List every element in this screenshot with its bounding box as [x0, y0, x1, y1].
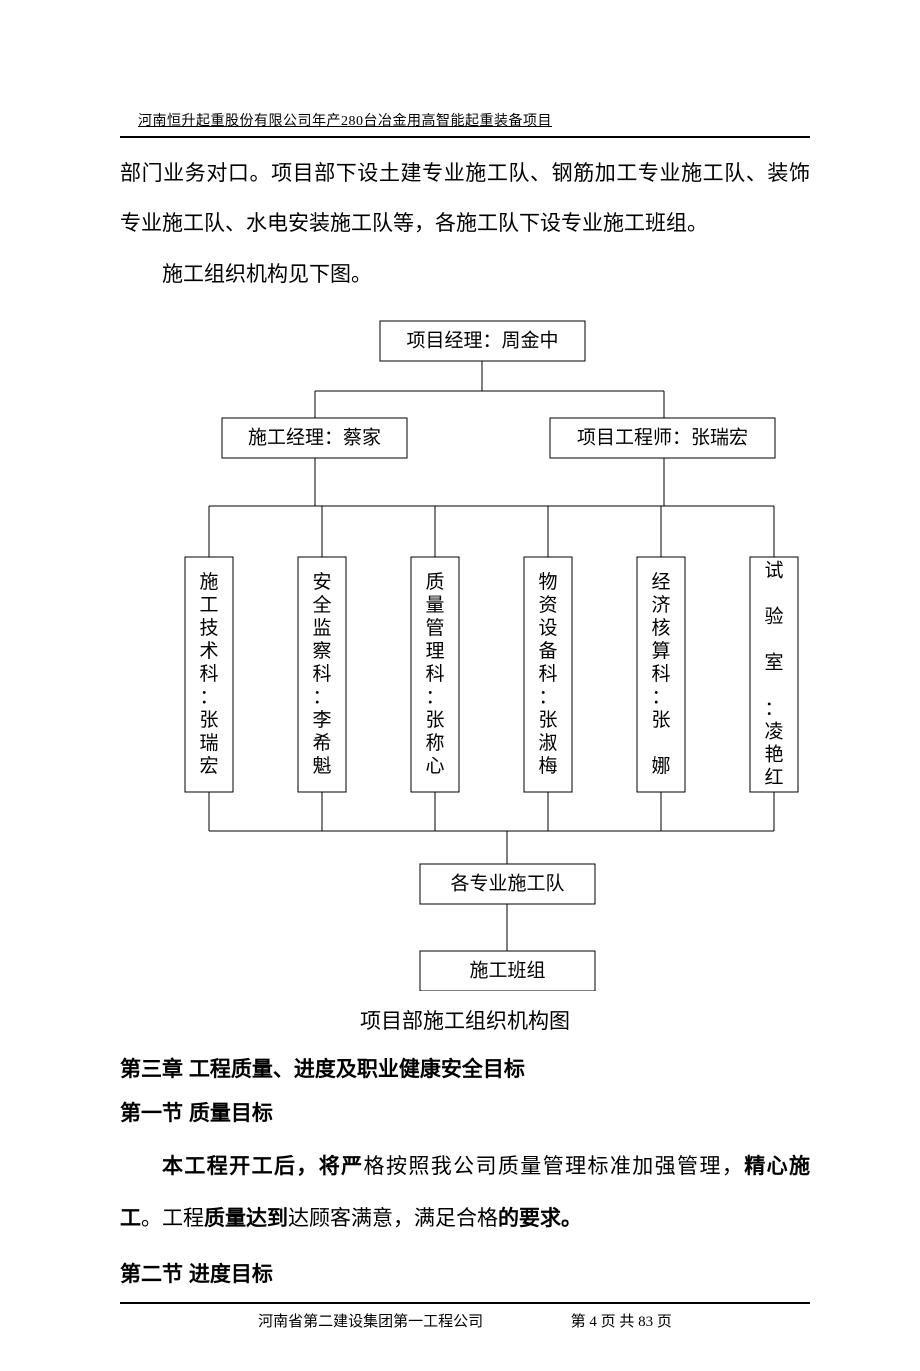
org-node-groups: 施工班组	[420, 951, 595, 991]
header-rule	[120, 136, 810, 138]
org-chart: 项目经理：周金中施工经理：蔡家 项目工程师：张瑞宏施工技术科：张瑞宏 安全监察科：李…	[120, 311, 820, 991]
footer-rule	[120, 1302, 810, 1304]
paragraph-1: 部门业务对口。项目部下设土建专业施工队、钢筋加工专业施工队、装饰专业施工队、水电…	[120, 148, 810, 249]
chart-caption: 项目部施工组织机构图	[120, 1005, 810, 1035]
goal-bold-c: 质量达到	[204, 1207, 288, 1230]
svg-text:项目工程师：张瑞宏: 项目工程师：张瑞宏	[577, 427, 748, 449]
goal-bold-d: 的要求。	[498, 1207, 582, 1230]
footer-company: 河南省第二建设集团第一工程公司	[258, 1314, 483, 1330]
paragraph-2: 施工组织机构见下图。	[120, 249, 810, 299]
document-page: 河南恒升起重股份有限公司年产280台冶金用高智能起重装备项目 部门业务对口。项目…	[0, 0, 920, 1371]
goal-light-c: 达顾客满意，满足合格	[288, 1206, 498, 1230]
org-node-dept5: 试 验 室 ：凌艳红	[750, 557, 798, 792]
chapter-3-heading: 第三章 工程质量、进度及职业健康安全目标	[120, 1053, 810, 1083]
goal-light-a: 格按照我公司质量管理标准加强管理，	[364, 1154, 745, 1178]
svg-text:各专业施工队: 各专业施工队	[450, 873, 564, 895]
org-node-teams: 各专业施工队	[420, 864, 595, 904]
org-node-dept2: 质量管理科：张称心	[411, 557, 459, 792]
org-node-dept3: 物资设备科：张淑梅	[524, 557, 572, 792]
section-2-heading: 第二节 进度目标	[120, 1258, 810, 1288]
org-node-root: 项目经理：周金中	[380, 321, 585, 361]
org-node-mgr_r: 项目工程师：张瑞宏	[550, 418, 775, 458]
quality-goal-paragraph: 本工程开工后，将严格按照我公司质量管理标准加强管理，精心施工。工程质量达到达顾客…	[120, 1141, 810, 1244]
org-node-mgr_l: 施工经理：蔡家	[222, 418, 407, 458]
section-1-heading: 第一节 质量目标	[120, 1097, 810, 1127]
org-node-dept0: 施工技术科：张瑞宏	[185, 557, 233, 792]
svg-text:项目经理：周金中: 项目经理：周金中	[406, 330, 558, 352]
svg-text:质量管理科：张称心: 质量管理科：张称心	[425, 571, 444, 777]
footer-page-number: 第 4 页 共 83 页	[571, 1314, 672, 1330]
org-node-dept4: 经济核算科：张 娜	[637, 557, 685, 792]
svg-text:安全监察科：李希魁: 安全监察科：李希魁	[312, 571, 331, 777]
svg-text:施工技术科：张瑞宏: 施工技术科：张瑞宏	[199, 571, 218, 777]
org-node-dept1: 安全监察科：李希魁	[298, 557, 346, 792]
page-footer: 河南省第二建设集团第一工程公司 第 4 页 共 83 页	[120, 1310, 810, 1331]
goal-bold-a: 本工程开工后，将严	[162, 1155, 364, 1178]
svg-text:施工经理：蔡家: 施工经理：蔡家	[248, 427, 381, 449]
svg-text:施工班组: 施工班组	[469, 960, 545, 982]
goal-light-b: 。工程	[141, 1206, 204, 1230]
svg-text:经济核算科：张 娜: 经济核算科：张 娜	[651, 571, 670, 777]
svg-text:物资设备科：张淑梅: 物资设备科：张淑梅	[538, 571, 557, 777]
running-header: 河南恒升起重股份有限公司年产280台冶金用高智能起重装备项目	[138, 110, 810, 134]
